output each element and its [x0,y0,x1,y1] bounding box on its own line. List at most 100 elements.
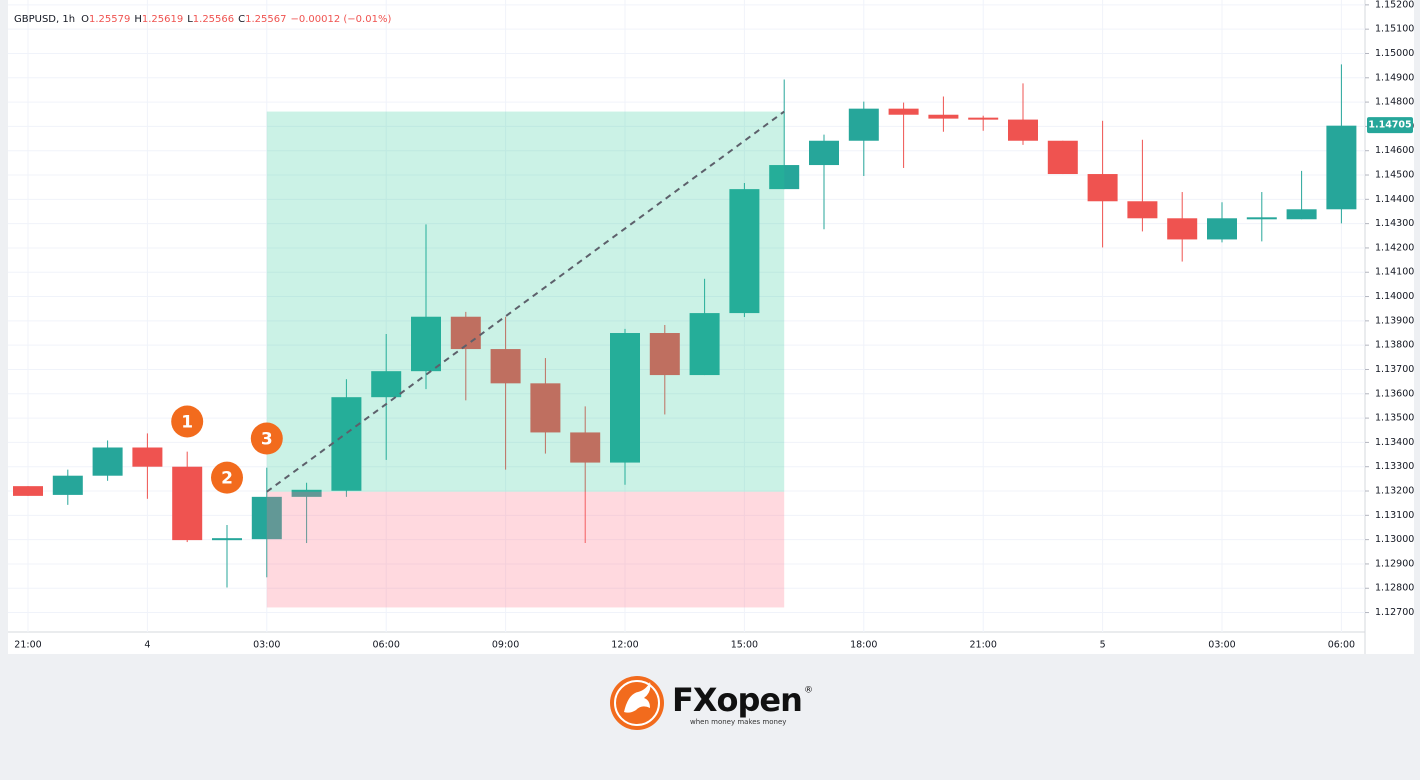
candle-body [649,333,680,376]
legend-value: 1.25579 [89,14,130,25]
x-tick-label: 03:00 [1208,640,1235,651]
logo-ring [614,680,660,726]
candle-body [809,140,839,166]
candle-body [888,108,919,115]
candle-body [92,447,123,476]
x-tick-label: 12:00 [611,640,638,651]
y-tick-label: 1.15000 [1375,48,1414,59]
legend-value: 1.25619 [142,14,183,25]
y-tick-label: 1.13400 [1375,437,1414,448]
y-tick-label: 1.13100 [1375,510,1414,521]
x-tick-label: 5 [1100,640,1106,651]
y-tick-label: 1.14800 [1375,97,1414,108]
y-tick-label: 1.14400 [1375,194,1414,205]
candle-body [172,466,203,541]
candle-body [411,316,441,372]
logo-bull [624,682,651,713]
x-tick-label: 03:00 [253,640,280,651]
y-tick-label: 1.15100 [1375,24,1414,35]
x-tick-label: 06:00 [1328,640,1355,651]
y-tick-label: 1.14900 [1375,72,1414,83]
logo-tagline: when money makes money [690,718,786,726]
candle-body [212,538,242,541]
y-tick-label: 1.13300 [1375,461,1414,472]
candle-body [291,489,322,497]
candle-body [1286,209,1317,220]
axes: 1.12700 1.12800 1.12900 1.13000 1.13100 1.132… [14,0,1414,651]
candle-body [570,432,601,463]
y-tick-label: 1.14200 [1375,242,1414,253]
candle-body [490,349,521,384]
footer-logo: FXopen ® when money makes money [610,676,813,730]
x-tick-label: 18:00 [850,640,877,651]
y-tick-label: 1.13000 [1375,534,1414,545]
y-tick-label: 1.13900 [1375,315,1414,326]
candle-body [1047,140,1078,175]
candle-body [1207,218,1237,240]
candle-body [769,165,800,190]
logo-brand-b: open [717,681,802,719]
marker-label: 3 [261,430,273,450]
y-tick-label: 1.13700 [1375,364,1414,375]
stop-zone [266,491,785,608]
legend-change: −0.00012 (−0.01%) [290,14,391,25]
candle-body [251,496,282,540]
candle-body [450,316,481,350]
logo-brand: FXopen [672,681,802,719]
candle-body [1008,119,1038,141]
candle-body [132,447,163,467]
x-tick-label: 06:00 [373,640,400,651]
candle-body [530,383,561,433]
y-tick-label: 1.14100 [1375,267,1414,278]
candle-body [689,313,720,376]
candle-body [729,189,760,314]
y-tick-label: 1.14000 [1375,291,1414,302]
y-tick-label: 1.14500 [1375,170,1414,181]
x-tick-label: 21:00 [14,640,41,651]
symbol-legend: GBPUSD, 1h O1.25579 H1.25619 L1.25566 C1.255… [14,14,391,25]
last-price-label: 1.14705 [1368,120,1411,131]
candles [13,64,1357,588]
x-tick-label: 21:00 [970,640,997,651]
position-zones [266,111,785,608]
candle-body [1087,174,1118,202]
marker-label: 2 [221,469,233,489]
x-tick-label: 09:00 [492,640,519,651]
last-price-tag [1367,117,1413,134]
trade-line [266,110,785,493]
marker [250,422,283,455]
candle-body [52,475,83,495]
legend-value: 1.25567 [245,14,286,25]
candle-body [1127,201,1158,219]
legend-key: C [238,14,245,25]
candle-body [610,333,640,463]
symbol: GBPUSD, 1h [14,14,75,25]
marker [211,461,243,494]
logo-brand-a: FX [672,681,718,719]
candle-body [1167,218,1198,240]
candle-body [371,371,402,398]
legend-key: L [187,14,193,25]
annotations: 1 2 3 1.14705 [171,110,1413,494]
legend-key: H [134,14,142,25]
x-tick-label: 4 [144,640,150,651]
candle-body [331,397,362,491]
y-tick-label: 1.12800 [1375,583,1414,594]
candle-body [968,117,999,120]
candle-body [928,114,959,119]
legend-value: 1.25566 [193,14,234,25]
y-tick-label: 1.13800 [1375,340,1414,351]
marker-label: 1 [181,412,193,432]
legend-key: O [81,14,89,25]
y-tick-label: 1.14600 [1375,145,1414,156]
y-tick-label: 1.15200 [1375,0,1414,10]
y-tick-label: 1.12900 [1375,558,1414,569]
marker [171,405,204,438]
candle-body [1246,217,1277,220]
candle-body [1326,125,1357,210]
y-tick-label: 1.14300 [1375,218,1414,229]
y-tick-label: 1.13200 [1375,486,1414,497]
y-tick-label: 1.13500 [1375,413,1414,424]
